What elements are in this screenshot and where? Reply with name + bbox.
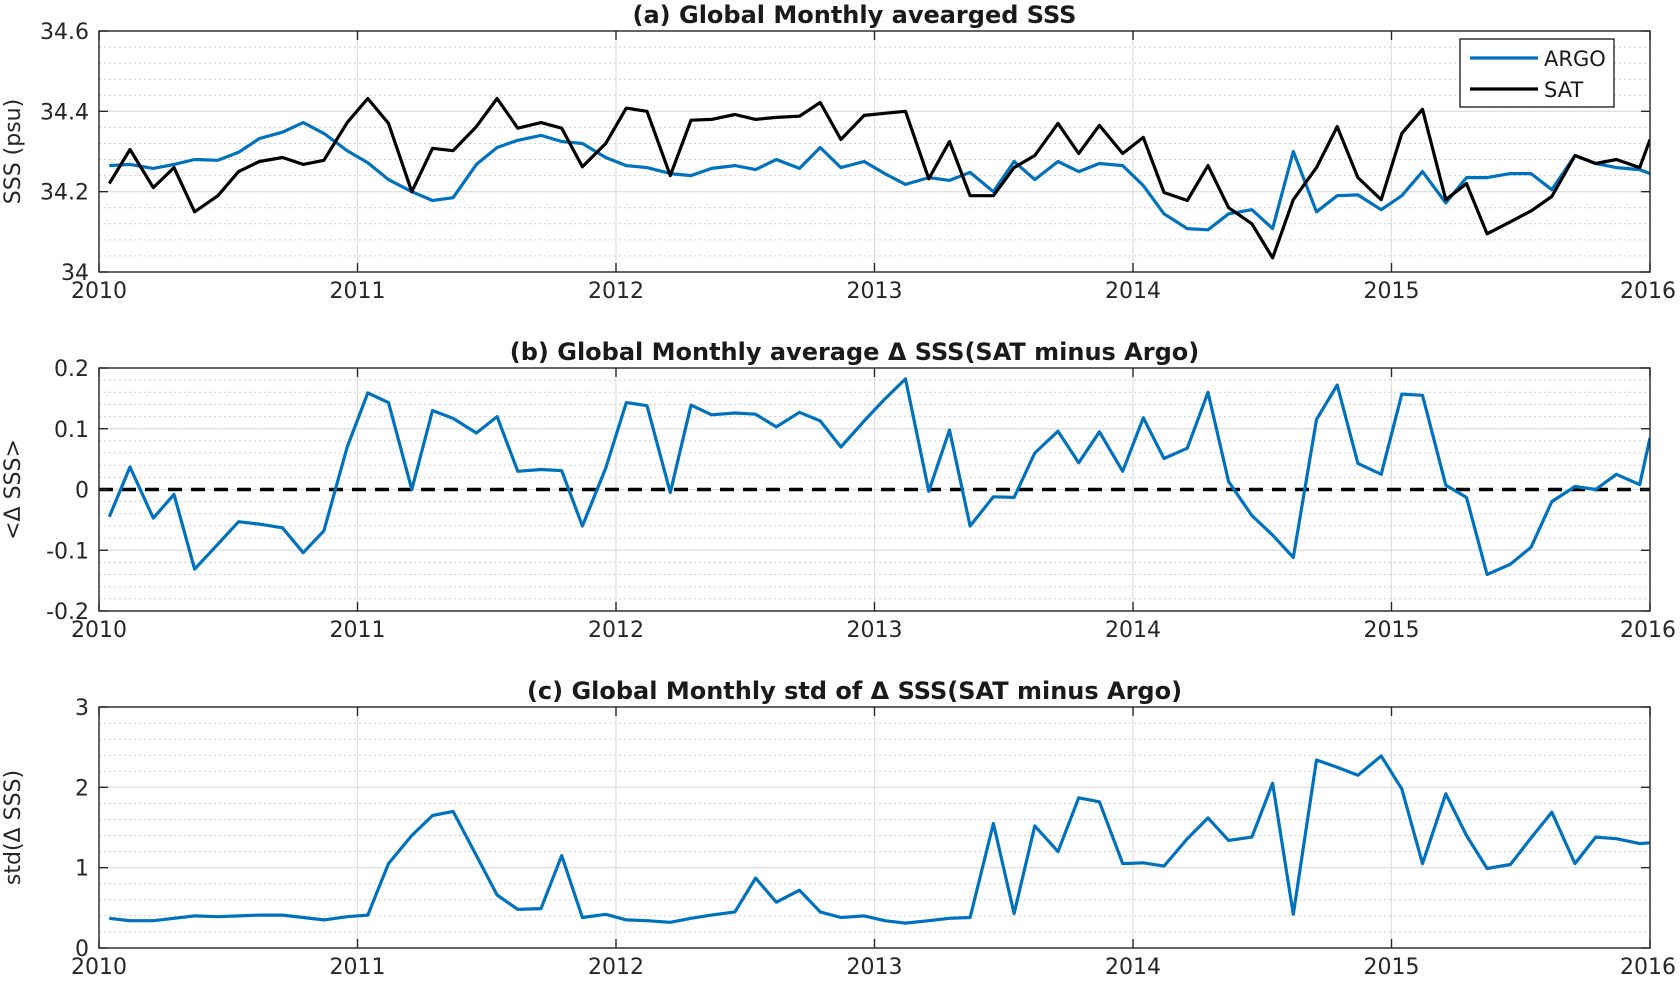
x-tick-label: 2016 <box>1620 618 1676 643</box>
x-tick-label: 2010 <box>71 955 127 980</box>
y-tick-label: 1 <box>75 857 89 882</box>
chart-title: (c) Global Monthly std of Δ SSS(SAT minu… <box>527 677 1182 705</box>
x-tick-label: 2015 <box>1364 955 1420 980</box>
series-line-sat <box>107 96 1650 260</box>
chart-title: (a) Global Monthly avearged SSS <box>633 1 1077 29</box>
legend: ARGO SAT <box>1459 38 1615 108</box>
x-tick-label: 2015 <box>1364 279 1420 304</box>
y-tick-label: 34.6 <box>40 20 89 45</box>
y-axis-label: std(Δ SSS) <box>1 770 26 885</box>
x-tick-label: 2014 <box>1105 955 1161 980</box>
x-tick-label: 2012 <box>588 955 644 980</box>
x-tick-label: 2011 <box>330 279 386 304</box>
x-tick-label: 2014 <box>1105 279 1161 304</box>
y-tick-label: 3 <box>75 696 89 721</box>
y-tick-label: 0.1 <box>54 418 89 443</box>
series-line-argo <box>109 120 1650 232</box>
x-tick-label: 2013 <box>847 955 903 980</box>
x-tick-label: 2014 <box>1105 618 1161 643</box>
y-tick-label: 2 <box>75 776 89 801</box>
y-tick-label: -0.1 <box>46 539 89 564</box>
legend-label-sat: SAT <box>1544 78 1583 102</box>
y-tick-label: 34.2 <box>40 181 89 206</box>
chart-panel-0: 2010 2011 2012 2013 2014 2015 2016 34 34.2 34.4 34… <box>1 1 1676 304</box>
chart-panel-1: 2010 2011 2012 2013 2014 2015 2016 -0.2 -0.1 0 0.1… <box>1 338 1676 643</box>
x-tick-label: 2010 <box>71 279 127 304</box>
chart-panel-2: 2010 2011 2012 2013 2014 2015 2016 0 1 2 3 (c) Glob… <box>1 677 1676 980</box>
x-tick-label: 2015 <box>1364 618 1420 643</box>
x-tick-label: 2011 <box>330 955 386 980</box>
y-tick-label: 34 <box>61 261 89 286</box>
legend-box <box>1459 38 1615 108</box>
x-tick-label: 2011 <box>330 618 386 643</box>
x-tick-label: 2013 <box>847 618 903 643</box>
series-line-std-delta-sss1 <box>107 377 1650 577</box>
y-axis-label: <Δ SSS> <box>1 439 26 540</box>
x-tick-label: 2013 <box>847 279 903 304</box>
y-axis-label: SSS (psu) <box>1 99 26 204</box>
y-tick-label: 34.4 <box>40 100 89 125</box>
chart-title: (b) Global Monthly average Δ SSS(SAT min… <box>510 338 1199 366</box>
y-tick-label: 0.2 <box>54 357 89 382</box>
x-tick-label: 2012 <box>588 618 644 643</box>
x-tick-label: 2012 <box>588 279 644 304</box>
y-tick-label: -0.2 <box>46 600 89 625</box>
y-tick-label: 0 <box>75 937 89 962</box>
y-tick-label: 0 <box>75 479 89 504</box>
x-tick-label: 2016 <box>1620 955 1676 980</box>
x-tick-label: 2016 <box>1620 279 1676 304</box>
series-line-std-delta-sss2 <box>109 754 1650 925</box>
legend-label-argo: ARGO <box>1544 47 1606 71</box>
x-tick-label: 2010 <box>71 618 127 643</box>
